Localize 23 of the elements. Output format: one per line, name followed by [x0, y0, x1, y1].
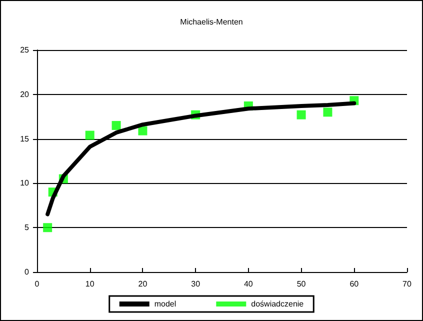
y-tick-label: 20 [20, 90, 30, 99]
y-tick-label: 0 [24, 268, 30, 276]
y-tick-label: 10 [20, 178, 30, 188]
point [296, 110, 306, 120]
x-tick-label: 30 [191, 280, 201, 288]
point [85, 130, 94, 140]
y-tick-label: 5 [24, 223, 30, 232]
x-tick-label: 40 [244, 280, 254, 288]
point [323, 108, 332, 117]
legend-label: doświadczenie [251, 300, 304, 308]
x-tick-label: 10 [85, 280, 95, 288]
y-tick-label: 15 [20, 134, 30, 144]
x-tick-label: 0 [34, 280, 40, 288]
x-tick-label: 70 [402, 280, 412, 288]
x-tick-label: 50 [296, 280, 306, 288]
x-tick-label: 60 [350, 280, 360, 288]
chart-title: Michaelis-Menten [180, 18, 243, 26]
x-tick-label: 20 [138, 280, 148, 288]
point [43, 223, 52, 232]
point [138, 126, 148, 136]
point [112, 120, 121, 130]
legend-label: model [154, 300, 176, 308]
y-tick-label: 25 [20, 46, 30, 54]
